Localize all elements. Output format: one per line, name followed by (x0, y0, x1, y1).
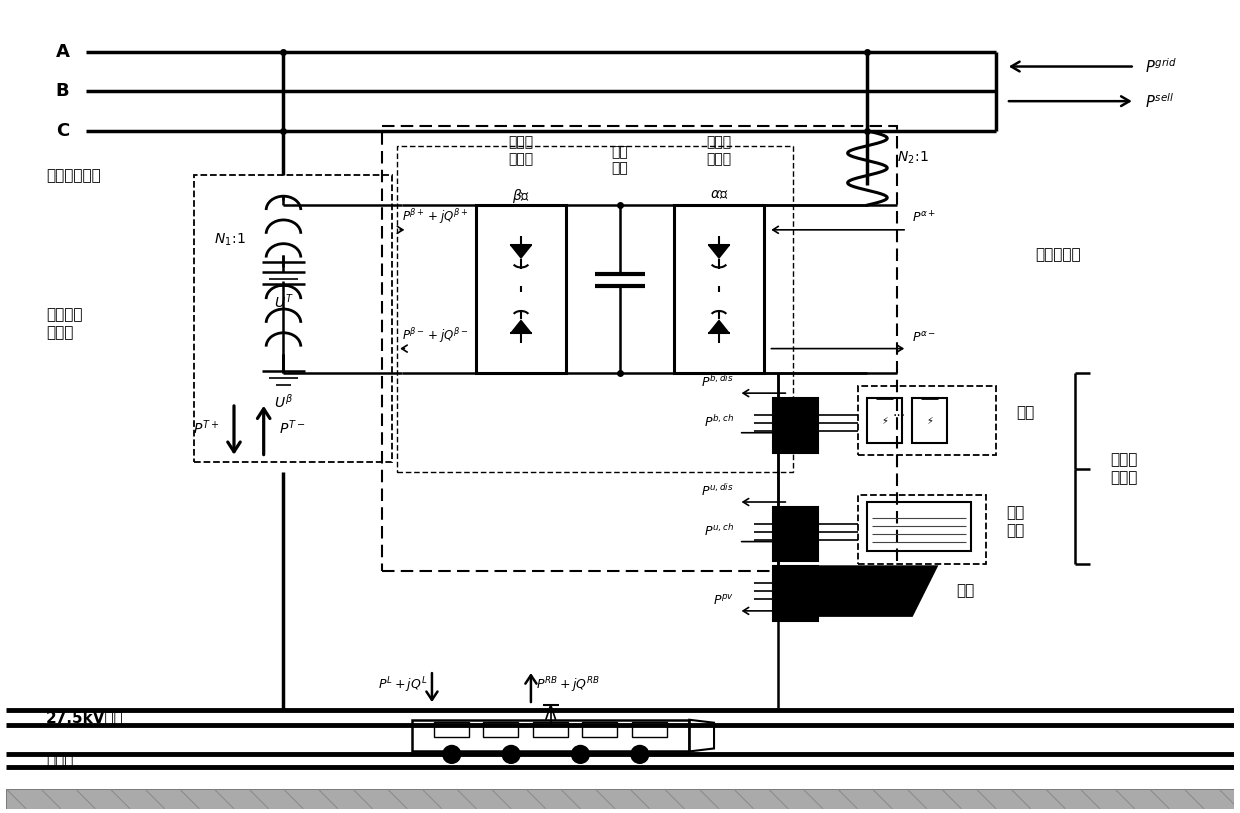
Text: $P^{\beta+}+jQ^{\beta+}$: $P^{\beta+}+jQ^{\beta+}$ (402, 207, 469, 227)
Text: $P^{\beta-}+jQ^{\beta-}$: $P^{\beta-}+jQ^{\beta-}$ (402, 326, 469, 346)
Text: B: B (56, 82, 69, 100)
Polygon shape (510, 246, 532, 259)
Text: ···: ··· (893, 409, 905, 423)
Text: ⚡: ⚡ (926, 415, 932, 425)
FancyBboxPatch shape (774, 507, 818, 562)
Polygon shape (708, 246, 730, 259)
Text: 潮流控制器: 潮流控制器 (1035, 247, 1081, 262)
Text: $\beta$相: $\beta$相 (512, 187, 531, 205)
Text: $\alpha$相: $\alpha$相 (709, 187, 728, 202)
Circle shape (572, 746, 589, 763)
Polygon shape (708, 320, 730, 333)
Text: $P^{b,dis}$: $P^{b,dis}$ (701, 374, 734, 390)
Text: 超级
电容: 超级 电容 (1006, 506, 1024, 538)
Text: $P^{u,dis}$: $P^{u,dis}$ (701, 483, 734, 499)
Text: $P^{RB}+jQ^{RB}$: $P^{RB}+jQ^{RB}$ (536, 676, 600, 695)
Text: $P^{sell}$: $P^{sell}$ (1145, 92, 1174, 111)
Text: A: A (56, 42, 69, 61)
FancyBboxPatch shape (774, 567, 818, 621)
Text: $N_1\!:\!1$: $N_1\!:\!1$ (215, 232, 247, 248)
Text: 接触网: 接触网 (46, 754, 73, 768)
Text: $P^L+jQ^L$: $P^L+jQ^L$ (377, 676, 427, 695)
FancyBboxPatch shape (774, 398, 818, 453)
Text: $P^{b,ch}$: $P^{b,ch}$ (703, 414, 734, 430)
Text: $P^{T-}$: $P^{T-}$ (279, 419, 305, 437)
Polygon shape (510, 320, 532, 333)
Text: $P^{grid}$: $P^{grid}$ (1145, 57, 1177, 76)
Text: $P^{\alpha+}$: $P^{\alpha+}$ (911, 211, 936, 226)
Text: $P^{pv}$: $P^{pv}$ (713, 594, 734, 608)
Text: 背靠背
变流器: 背靠背 变流器 (707, 136, 732, 166)
Circle shape (443, 746, 460, 763)
Text: 三相公共电网: 三相公共电网 (46, 168, 100, 183)
Text: 光伏: 光伏 (956, 584, 975, 598)
Text: C: C (56, 122, 69, 140)
FancyBboxPatch shape (6, 789, 1234, 809)
Circle shape (502, 746, 520, 763)
Text: 27.5kV母线: 27.5kV母线 (46, 710, 124, 724)
Text: $N_2\!:\!1$: $N_2\!:\!1$ (897, 150, 929, 167)
Text: $P^{T+}$: $P^{T+}$ (193, 419, 219, 437)
Text: 直流
环节: 直流 环节 (611, 146, 629, 176)
Circle shape (631, 746, 649, 763)
Text: $P^{\alpha-}$: $P^{\alpha-}$ (911, 331, 936, 345)
Text: 电池: 电池 (1016, 406, 1034, 420)
Text: $U^T$: $U^T$ (274, 292, 294, 311)
Text: $U^\beta$: $U^\beta$ (274, 393, 293, 411)
Text: 混合储
能装置: 混合储 能装置 (1110, 453, 1137, 485)
Text: 单相牵引
变压器: 单相牵引 变压器 (46, 307, 82, 340)
Text: 背靠背
变流器: 背靠背 变流器 (508, 136, 533, 166)
Polygon shape (794, 567, 936, 615)
Text: ⚡: ⚡ (882, 415, 888, 425)
Text: $P^{u,ch}$: $P^{u,ch}$ (703, 523, 734, 539)
